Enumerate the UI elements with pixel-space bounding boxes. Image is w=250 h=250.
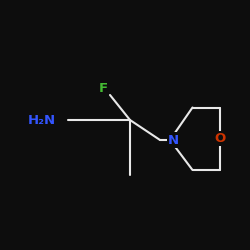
Text: F: F: [99, 82, 108, 95]
Text: H₂N: H₂N: [28, 114, 56, 126]
Text: N: N: [168, 134, 179, 146]
Text: O: O: [214, 132, 226, 145]
